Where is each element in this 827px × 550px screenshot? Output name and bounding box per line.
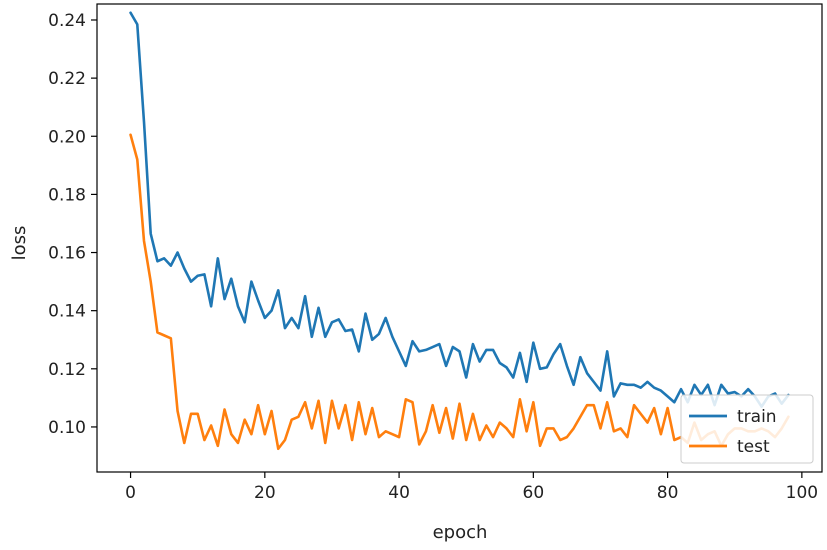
axes-frame: [96, 3, 823, 473]
legend-label-train: train: [737, 407, 777, 427]
x-axis-label: epoch: [433, 522, 488, 543]
y-tick-label: 0.18: [48, 185, 86, 205]
y-tick-label: 0.20: [48, 127, 86, 147]
x-tick-label: 0: [125, 483, 136, 503]
axes: 0 20 40 60 80 100 0.10 0.12 0.14 0.16 0.18 0.20 0.22…: [48, 3, 823, 503]
series-line-train: [129, 11, 790, 408]
series-line-test: [129, 133, 790, 451]
y-tick-label: 0.22: [48, 69, 86, 89]
y-tick-label: 0.16: [48, 244, 86, 264]
x-tick-label: 20: [254, 483, 276, 503]
legend-label-test: test: [737, 437, 770, 457]
x-tick-label: 100: [786, 483, 818, 503]
y-axis-label: loss: [9, 226, 30, 261]
x-tick-label: 80: [657, 483, 679, 503]
x-tick-label: 40: [388, 483, 410, 503]
y-tick-label: 0.24: [48, 11, 86, 31]
y-tick-label: 0.10: [48, 418, 86, 438]
y-tick-label: 0.14: [48, 302, 86, 322]
series-layer: [129, 11, 790, 451]
y-tick-label: 0.12: [48, 360, 86, 380]
x-tick-label: 60: [523, 483, 545, 503]
legend: train test: [680, 394, 814, 464]
